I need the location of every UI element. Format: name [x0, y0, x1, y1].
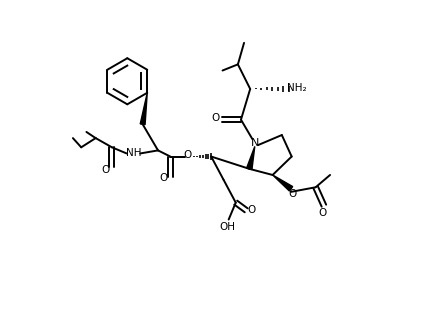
Text: NH: NH — [126, 148, 141, 158]
Text: O: O — [289, 189, 297, 199]
Polygon shape — [273, 175, 293, 191]
Text: O: O — [318, 208, 327, 218]
Polygon shape — [247, 146, 255, 170]
Text: O: O — [101, 165, 109, 175]
Text: N: N — [251, 138, 259, 148]
Text: O: O — [211, 113, 220, 123]
Polygon shape — [140, 93, 147, 125]
Text: O: O — [248, 205, 256, 215]
Text: OH: OH — [219, 222, 235, 232]
Text: O: O — [184, 150, 192, 160]
Text: NH₂: NH₂ — [287, 83, 307, 93]
Text: O: O — [160, 173, 168, 183]
